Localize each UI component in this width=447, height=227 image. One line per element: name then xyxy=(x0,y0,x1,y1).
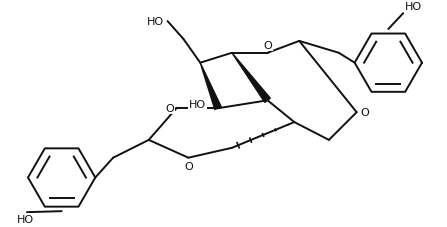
Text: HO: HO xyxy=(189,100,206,110)
Polygon shape xyxy=(232,54,270,103)
Text: HO: HO xyxy=(405,2,422,12)
Text: HO: HO xyxy=(147,17,164,27)
Text: O: O xyxy=(184,161,193,171)
Polygon shape xyxy=(200,63,221,110)
Text: HO: HO xyxy=(17,214,34,224)
Text: O: O xyxy=(263,41,272,51)
Text: O: O xyxy=(361,108,369,118)
Text: O: O xyxy=(166,104,174,114)
